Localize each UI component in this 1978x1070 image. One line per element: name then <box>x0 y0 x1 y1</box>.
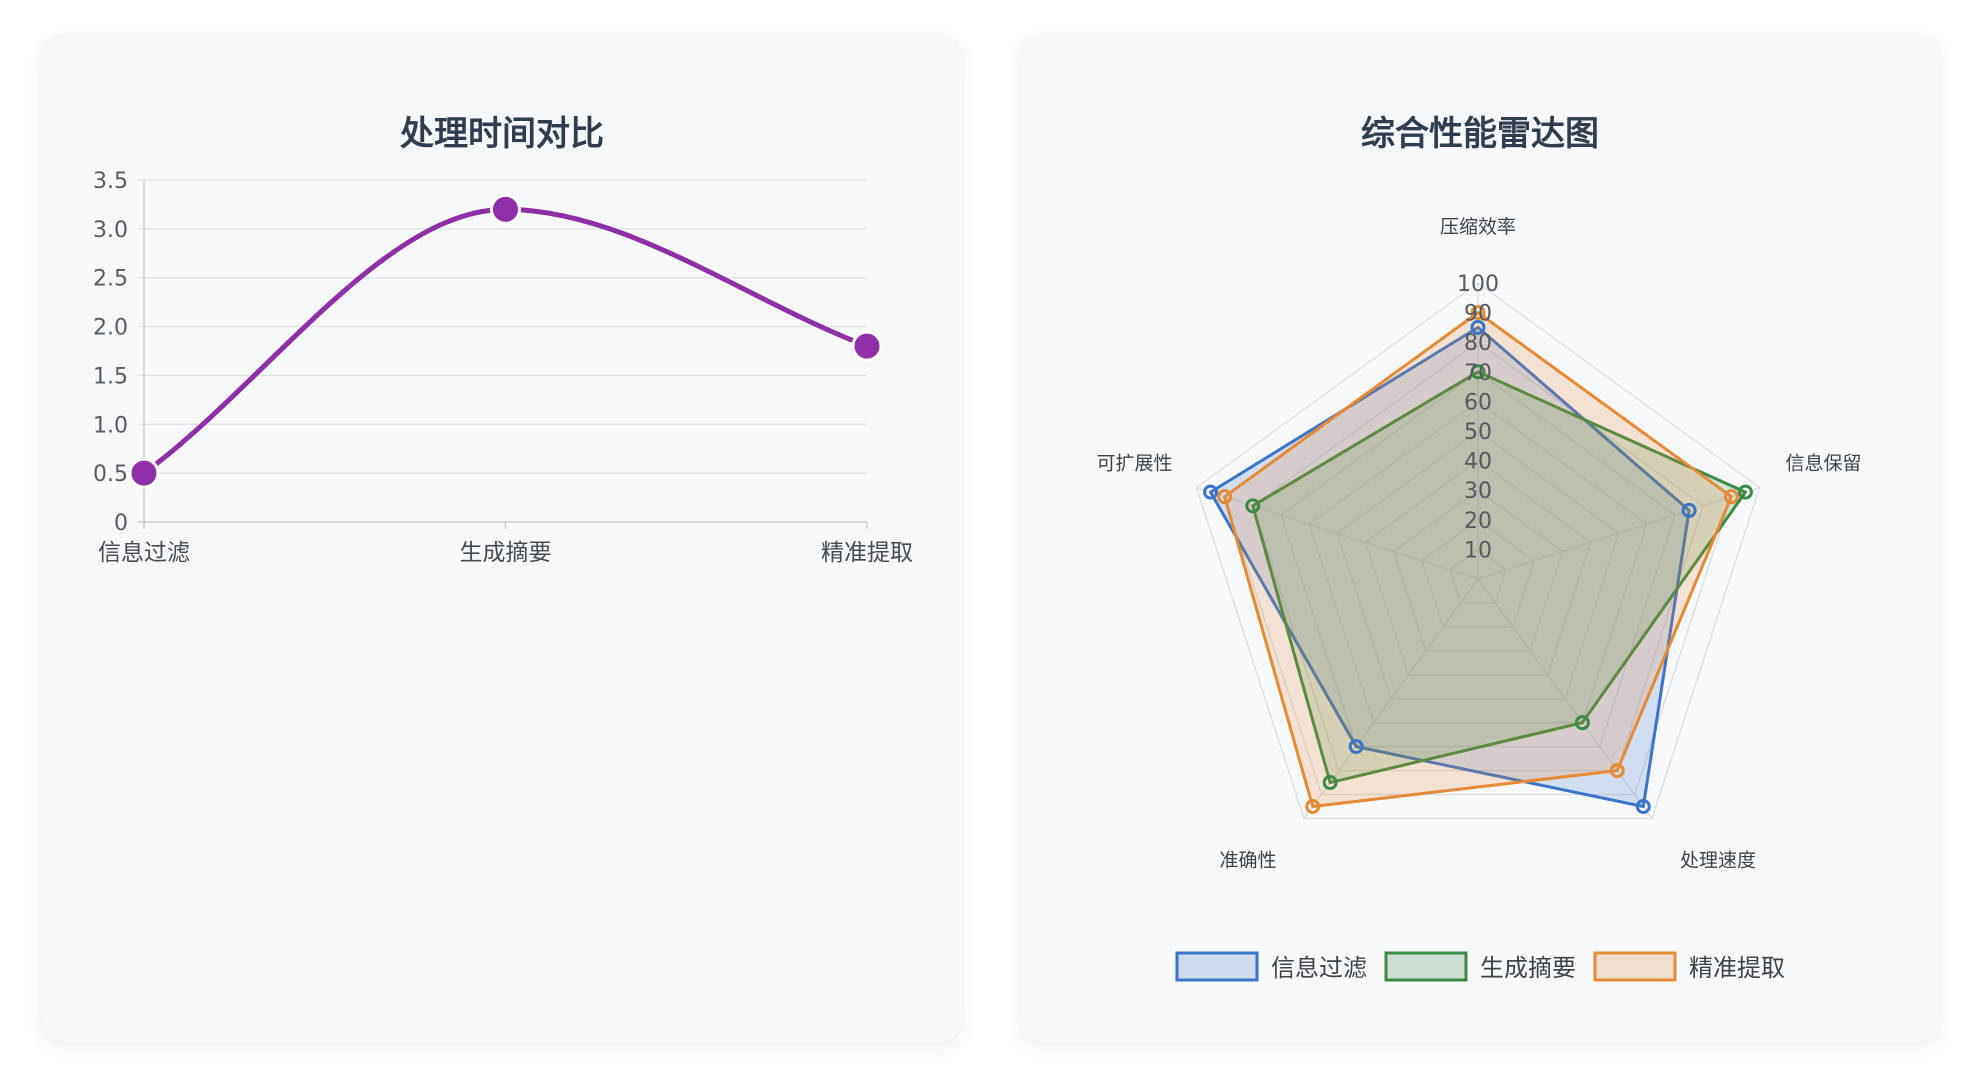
radar-grid-ring <box>1364 459 1592 676</box>
radar-series-area <box>1251 370 1747 785</box>
radar-tick-label: 30 <box>1464 479 1492 504</box>
legend-label: 生成摘要 <box>1480 954 1576 982</box>
radar-tick-label: 60 <box>1464 390 1492 415</box>
series-line <box>141 206 870 476</box>
data-point <box>490 193 521 225</box>
radar-grid-ring <box>1195 282 1761 820</box>
radar-data-point <box>1574 715 1590 731</box>
y-tick-label: 2.5 <box>93 267 128 292</box>
radar-spoke <box>1477 578 1653 819</box>
radar-chart-title: 综合性能雷达图 <box>1361 114 1599 154</box>
radar-axis-label: 处理速度 <box>1680 849 1756 871</box>
radar-tick-label: 10 <box>1464 538 1492 563</box>
y-tick-label: 3.5 <box>93 169 128 194</box>
radar-grid-ring <box>1392 489 1564 652</box>
legend-swatch <box>1593 951 1677 982</box>
radar-tick-label: 40 <box>1464 450 1492 475</box>
legend-label: 精准提取 <box>1689 954 1785 982</box>
radar-axis-label: 可扩展性 <box>1096 453 1172 475</box>
data-point <box>851 330 883 362</box>
radar-grid-ring <box>1420 518 1536 628</box>
y-tick-label: 3.0 <box>93 218 128 243</box>
radar-tick-label: 90 <box>1464 302 1492 327</box>
radar-data-point <box>1348 739 1364 755</box>
radar-tick-label: 100 <box>1457 272 1499 297</box>
x-category-label: 信息过滤 <box>98 540 190 566</box>
radar-spoke <box>1196 486 1479 580</box>
legend-swatch <box>1384 951 1468 982</box>
radar-axis-label: 压缩效率 <box>1440 216 1516 238</box>
radar-data-point <box>1635 798 1651 814</box>
data-point <box>128 457 160 489</box>
radar-tick-label: 80 <box>1464 331 1492 356</box>
radar-data-point <box>1470 364 1486 380</box>
radar-data-point <box>1217 489 1233 505</box>
radar-series-area <box>1209 325 1691 808</box>
radar-axis-label: 信息保留 <box>1786 453 1862 475</box>
y-tick-label: 1.0 <box>93 413 128 438</box>
radar-data-point <box>1470 319 1486 335</box>
y-tick-label: 1.5 <box>93 364 128 389</box>
radar-data-point <box>1470 305 1486 321</box>
radar-chart-panel: 综合性能雷达图 10 20 30 40 50 60 70 80 90 100 压缩效率信息保留处理速… <box>1020 34 1940 1042</box>
radar-data-point <box>1681 502 1697 518</box>
radar-series-area <box>1223 311 1733 808</box>
y-tick-label: 0 <box>114 511 128 536</box>
y-tick-label: 2.0 <box>93 316 128 341</box>
radar-grid-ring <box>1449 548 1507 604</box>
radar-axis-label: 准确性 <box>1220 849 1277 871</box>
radar-data-point <box>1203 484 1219 500</box>
radar-data-point <box>1245 498 1261 514</box>
radar-spoke <box>1477 486 1760 580</box>
radar-tick-label: 20 <box>1464 509 1492 534</box>
radar-data-point <box>1723 489 1739 505</box>
line-chart-panel: 处理时间对比 0 0.5 1.0 1.5 2.0 2.5 3.0 3.5 信息过滤 生成摘要 精准提… <box>42 34 962 1042</box>
radar-grid-ring <box>1336 430 1620 700</box>
radar-tick-label: 70 <box>1464 361 1492 386</box>
radar-data-point <box>1322 775 1338 791</box>
radar-grid-ring <box>1308 400 1648 724</box>
legend-label: 信息过滤 <box>1271 954 1367 982</box>
x-category-label: 生成摘要 <box>460 540 552 566</box>
radar-tick-label: 50 <box>1464 420 1492 445</box>
line-chart: 0 0.5 1.0 1.5 2.0 2.5 3.0 3.5 信息过滤 生成摘要 精准提取 <box>93 169 913 566</box>
radar-data-point <box>1305 798 1321 814</box>
line-chart-title: 处理时间对比 <box>400 114 604 154</box>
radar-data-point <box>1609 763 1625 779</box>
legend-swatch <box>1175 951 1259 982</box>
x-category-label: 精准提取 <box>821 540 913 566</box>
y-tick-label: 0.5 <box>93 462 128 487</box>
radar-data-point <box>1737 484 1753 500</box>
